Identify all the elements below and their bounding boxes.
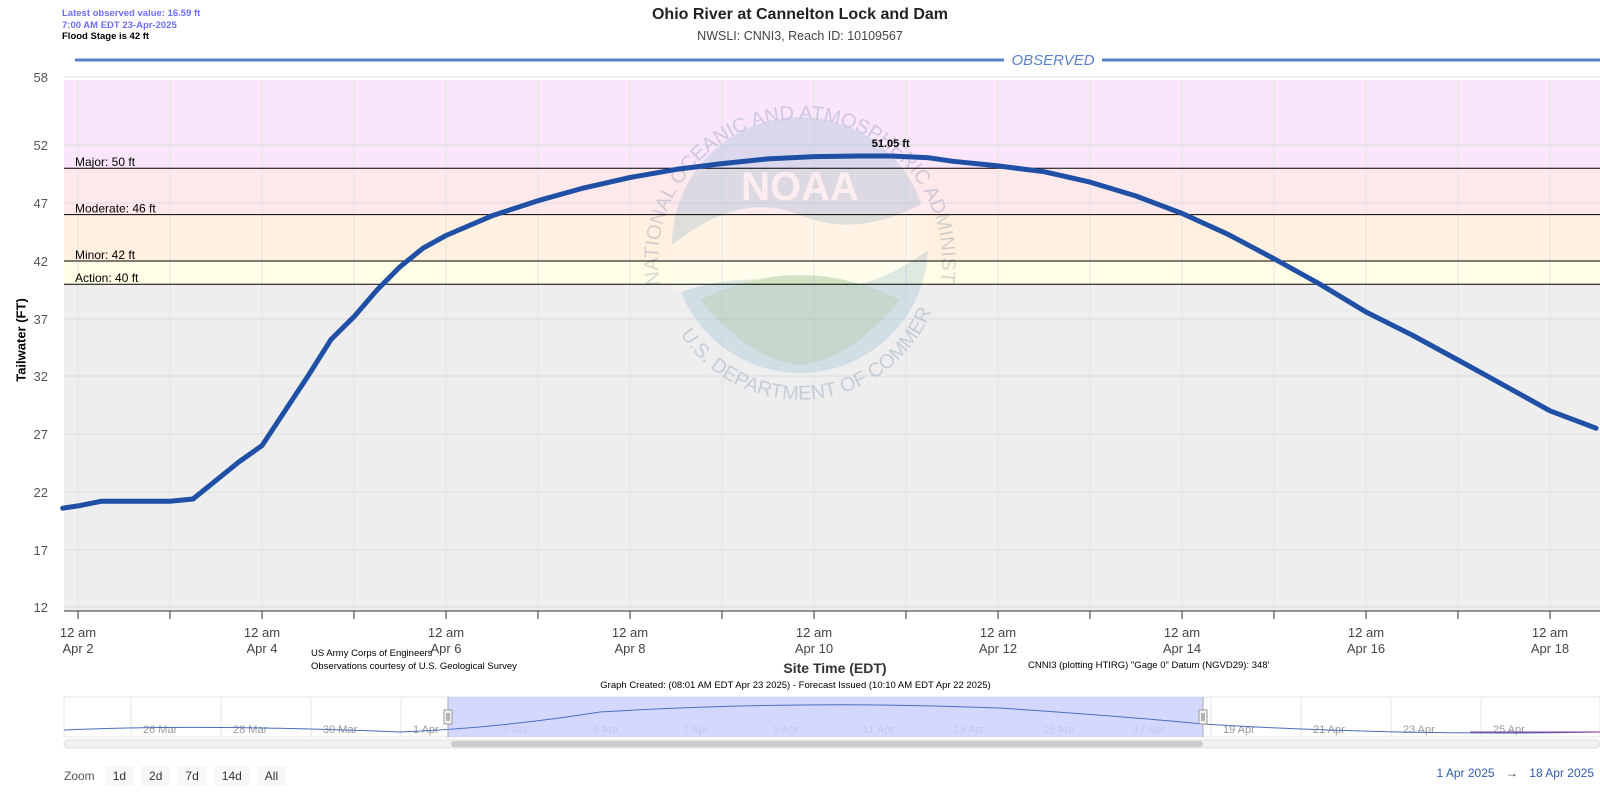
x-tick-label-time: 12 am: [796, 625, 832, 640]
threshold-label: Minor: 42 ft: [75, 248, 136, 262]
navigator-right-handle[interactable]: [1198, 709, 1208, 725]
navigator-series-line: [63, 704, 1600, 734]
x-tick-label-date: Apr 8: [614, 641, 645, 656]
y-tick-label: 52: [34, 138, 48, 153]
x-tick-label-date: Apr 18: [1531, 641, 1569, 656]
threshold-label: Action: 40 ft: [75, 271, 139, 285]
credit-line-corps: US Army Corps of Engineers: [311, 648, 433, 659]
date-range-display: 1 Apr 2025 → 18 Apr 2025: [1437, 766, 1594, 780]
threshold-label: Moderate: 46 ft: [75, 202, 156, 216]
x-tick-label-time: 12 am: [428, 625, 464, 640]
zoom-label: Zoom: [64, 769, 95, 783]
range-arrow-icon: →: [1505, 766, 1518, 780]
navigator-date-label: 28 Mar: [233, 724, 268, 736]
latest-observation-info: Latest observed value: 16.59 ft 7:00 AM …: [62, 8, 200, 43]
navigator-date-label: 26 Mar: [143, 724, 178, 736]
x-tick-label-date: Apr 14: [1163, 641, 1201, 656]
latest-observed-value: Latest observed value: 16.59 ft: [62, 8, 201, 19]
navigator-date-label: 1 Apr: [413, 724, 439, 736]
zoom-2d-button[interactable]: 2d: [141, 766, 171, 786]
data-credits: US Army Corps of Engineers Observations …: [311, 647, 517, 673]
zoom-controls: Zoom 1d 2d 7d 14d All: [64, 766, 293, 786]
datum-note: CNNI3 (plotting HTIRG) "Gage 0" Datum (N…: [1028, 660, 1270, 671]
moderate-band: [64, 214, 1600, 261]
x-tick-label-time: 12 am: [244, 625, 280, 640]
zoom-7d-button[interactable]: 7d: [177, 766, 207, 786]
y-tick-label: 42: [34, 254, 48, 269]
y-tick-label: 47: [34, 196, 48, 211]
navigator-left-handle[interactable]: [443, 709, 453, 725]
range-to-date[interactable]: 18 Apr 2025: [1529, 766, 1594, 780]
navigator-date-label: 23 Apr: [1403, 724, 1435, 736]
y-axis-title: Tailwater (FT): [13, 298, 29, 382]
x-tick-label-date: Apr 10: [795, 641, 833, 656]
flood-category-bands: [64, 80, 1600, 611]
observed-series: [60, 153, 1599, 511]
zoom-1d-button[interactable]: 1d: [104, 766, 135, 786]
observed-label-bar: OBSERVED: [75, 52, 1600, 69]
minor-band: [64, 261, 1600, 285]
navigator-date-label: 25 Apr: [1493, 724, 1525, 736]
y-tick-label: 32: [34, 369, 48, 384]
x-tick-label-time: 12 am: [1532, 625, 1568, 640]
threshold-lines: Major: 50 ft Moderate: 46 ft Minor: 42 ft A…: [64, 155, 1600, 285]
record-band: [64, 80, 1600, 169]
x-tick-label-date: Apr 2: [62, 641, 93, 656]
y-tick-label: 58: [34, 70, 48, 85]
x-tick-label-time: 12 am: [980, 625, 1016, 640]
navigator-scrollbar-thumb[interactable]: [451, 741, 1203, 747]
x-tick-label-time: 12 am: [1348, 625, 1384, 640]
graph-created-note: Graph Created: (08:01 AM EDT Apr 23 2025…: [600, 680, 991, 691]
x-tick-label-date: Apr 4: [246, 641, 277, 656]
major-band: [64, 168, 1600, 215]
y-tick-label: 22: [34, 485, 48, 500]
x-tick-label-date: Apr 12: [979, 641, 1017, 656]
x-tick-label-date: Apr 6: [430, 641, 461, 656]
y-tick-label: 27: [34, 427, 48, 442]
annotations: 51.05 ft: [872, 138, 910, 150]
peak-annotation: 51.05 ft: [872, 138, 910, 150]
observed-series-line: [60, 153, 1599, 511]
hydrograph-chart: NOAA NATIONAL OCEANIC AND ATMOSPHERIC AD…: [0, 0, 1600, 656]
credit-line-usgs: Observations courtesy of U.S. Geological…: [311, 661, 517, 672]
zoom-all-button[interactable]: All: [256, 766, 287, 786]
range-from-date[interactable]: 1 Apr 2025: [1436, 766, 1495, 780]
x-tick-label-time: 12 am: [60, 625, 96, 640]
observed-series-label: OBSERVED: [1011, 52, 1094, 69]
y-tick-label: 12: [34, 600, 48, 615]
watermark-logo-text: NOAA: [741, 165, 859, 209]
zoom-14d-button[interactable]: 14d: [213, 766, 250, 786]
latest-observed-time: 7:00 AM EDT 23-Apr-2025: [62, 19, 177, 31]
chart-subtitle: NWSLI: CNNI3, Reach ID: 10109567: [697, 29, 903, 43]
x-tick-label-time: 12 am: [612, 625, 648, 640]
navigator-selection-mask[interactable]: [448, 697, 1203, 737]
x-axis-title: Site Time (EDT): [783, 660, 887, 676]
threshold-label: Major: 50 ft: [75, 155, 136, 169]
x-tick-label-time: 12 am: [1164, 625, 1200, 640]
y-axis: 12 17 22 27 32 37 42 47 52 58: [34, 70, 48, 615]
flood-stage-note: Flood Stage is 42 ft: [62, 31, 150, 42]
y-tick-label: 37: [34, 312, 48, 327]
chart-title: Ohio River at Cannelton Lock and Dam: [651, 6, 949, 23]
y-tick-label: 17: [34, 543, 48, 558]
x-tick-label-date: Apr 16: [1347, 641, 1385, 656]
below-action-band: [64, 284, 1600, 611]
